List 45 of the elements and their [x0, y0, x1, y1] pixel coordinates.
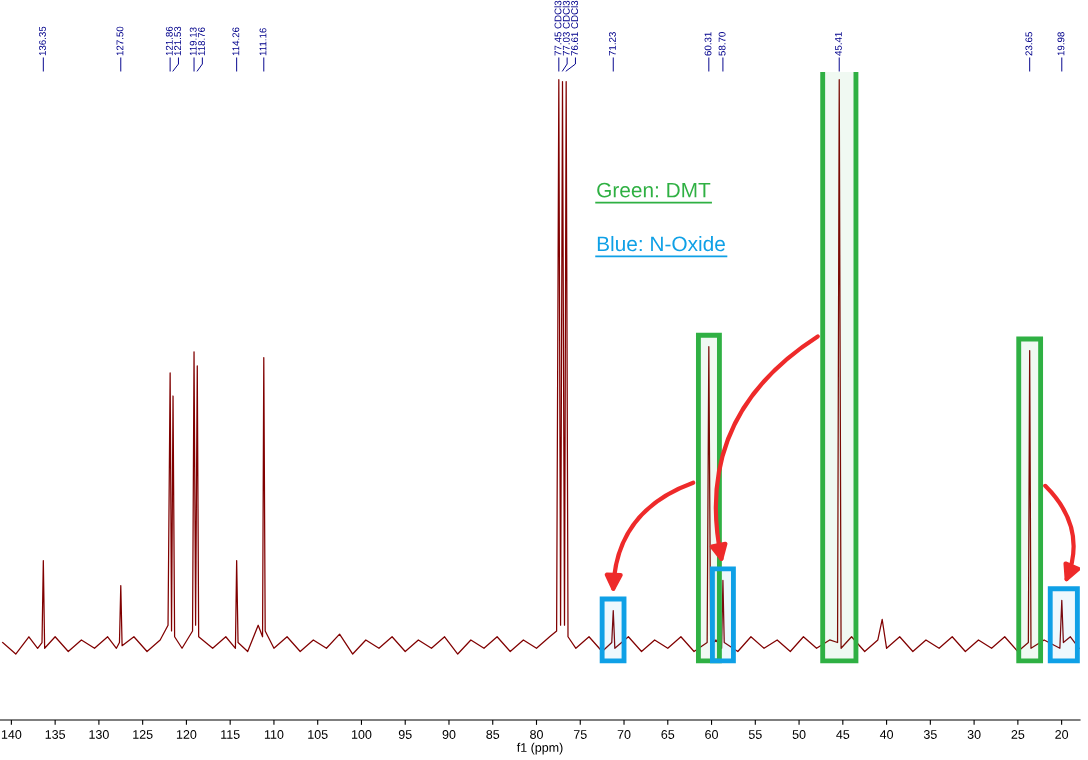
- x-tick-label: 115: [221, 730, 240, 739]
- x-tick-label: 135: [45, 730, 66, 739]
- annotation: 118.76: [198, 27, 205, 56]
- annotation: Green: DMT: [597, 182, 711, 198]
- x-tick-label: 140: [1, 730, 22, 739]
- x-tick-label: 55: [748, 730, 762, 739]
- annotation: 119.13: [189, 27, 197, 56]
- x-tick-label: 100: [351, 730, 372, 739]
- x-tick-label: 35: [923, 730, 937, 739]
- x-tick-label: 70: [617, 730, 631, 739]
- annotation: 127.50: [116, 26, 124, 56]
- x-tick-label: 65: [661, 730, 675, 739]
- x-tick-label: 120: [176, 730, 197, 739]
- annotation: Blue: N-Oxide: [597, 235, 725, 252]
- annotation: 76.61 CDCl3: [570, 0, 579, 56]
- x-tick-label: 90: [442, 730, 456, 739]
- x-tick-label: 30: [967, 730, 981, 739]
- annotation: 114.26: [232, 27, 240, 56]
- x-tick-label: 130: [89, 730, 109, 739]
- annotation: 45.41: [835, 32, 842, 56]
- x-tick-label: 45: [836, 730, 850, 739]
- x-tick-label: 125: [133, 730, 153, 739]
- x-tick-label: 105: [308, 730, 328, 739]
- annotation: 23.65: [1025, 32, 1033, 56]
- x-tick-label: 25: [1011, 730, 1025, 739]
- annotation: 58.70: [718, 32, 726, 56]
- annotation: 77.45 CDCl3: [554, 0, 562, 56]
- x-tick-label: 50: [792, 730, 806, 739]
- x-tick-label: 40: [879, 730, 894, 739]
- annotation: 77.03 CDCl3: [562, 0, 570, 56]
- annotation: 60.31: [704, 32, 712, 56]
- x-tick-label: 110: [264, 730, 284, 739]
- annotation: 136.35: [39, 26, 46, 56]
- x-tick-label: 20: [1055, 730, 1069, 739]
- x-tick-label: 95: [398, 730, 412, 739]
- x-tick-label: 85: [486, 730, 500, 739]
- annotation: 121.86: [165, 26, 173, 56]
- x-tick-label: 75: [573, 730, 587, 739]
- annotation: 71.23: [608, 32, 616, 56]
- annotation: 111.16: [259, 28, 267, 56]
- annotation: 19.98: [1057, 32, 1065, 56]
- annotation: 121.53: [174, 26, 182, 56]
- x-tick-label: 60: [705, 730, 718, 739]
- x-tick-label: 80: [530, 730, 543, 739]
- x-axis-title: f1 (ppm): [516, 742, 563, 755]
